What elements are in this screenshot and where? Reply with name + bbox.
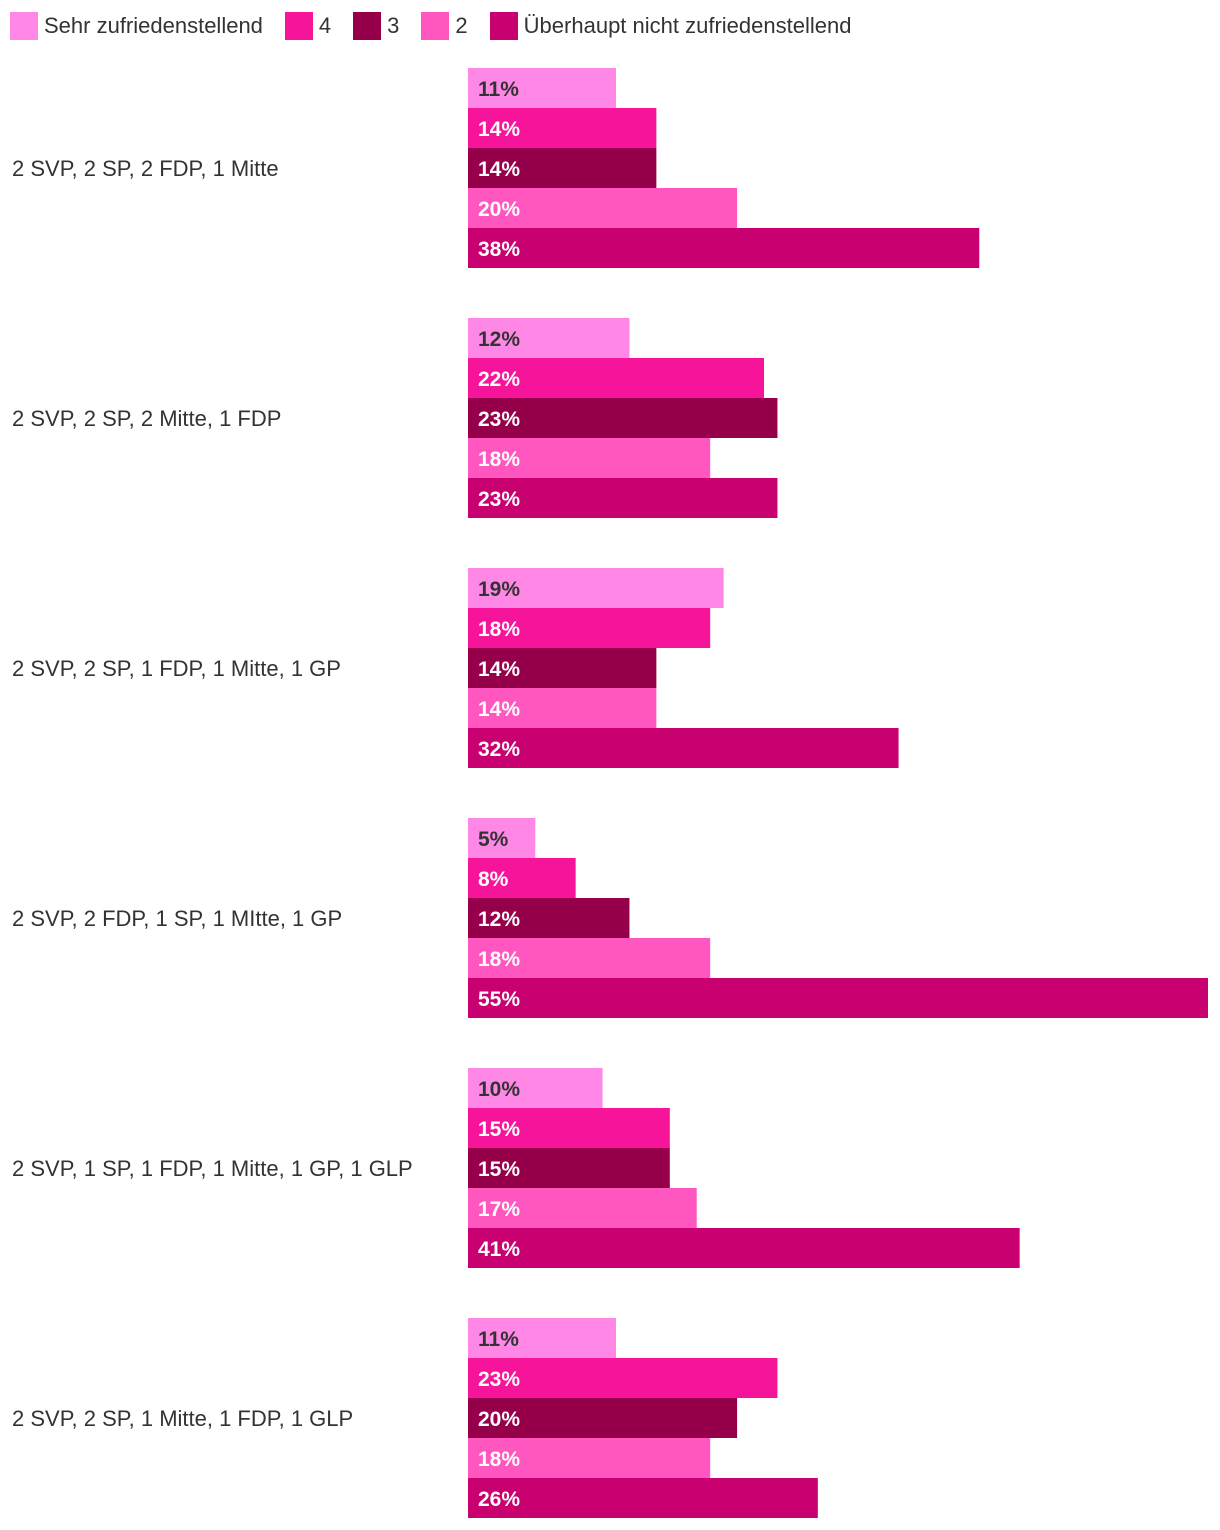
bar — [468, 858, 576, 898]
bar — [468, 398, 778, 438]
bar — [468, 818, 536, 858]
bar — [468, 188, 738, 228]
bar — [468, 688, 657, 728]
legend-swatch — [353, 12, 382, 40]
bar — [468, 438, 711, 478]
bar — [468, 148, 657, 188]
bar — [468, 1358, 778, 1398]
bar-value-label: 5% — [478, 828, 509, 851]
category-label: 2 SVP, 2 FDP, 1 SP, 1 MItte, 1 GP — [12, 906, 342, 931]
bar-value-label: 23% — [478, 1368, 520, 1391]
bar-value-label: 38% — [478, 238, 520, 261]
bar-value-label: 18% — [478, 948, 520, 971]
legend-item: Sehr zufriedenstellend — [10, 12, 263, 40]
bar-value-label: 18% — [478, 1448, 520, 1471]
legend-swatch — [10, 12, 38, 40]
bar-value-label: 55% — [478, 988, 520, 1011]
bar-value-label: 32% — [478, 738, 520, 761]
bar — [468, 1318, 616, 1358]
bar-value-label: 41% — [478, 1238, 520, 1261]
bar — [468, 1228, 1020, 1268]
category-label: 2 SVP, 2 SP, 1 Mitte, 1 FDP, 1 GLP — [12, 1406, 353, 1431]
bar — [468, 568, 724, 608]
legend-item: 3 — [353, 12, 399, 40]
category-label: 2 SVP, 1 SP, 1 FDP, 1 Mitte, 1 GP, 1 GLP — [12, 1156, 413, 1181]
bar — [468, 1148, 670, 1188]
chart-legend: Sehr zufriedenstellend 4 3 2 Überhaupt nicht… — [10, 8, 873, 44]
legend-item: 2 — [421, 12, 468, 40]
bar — [468, 478, 778, 518]
bar-value-label: 22% — [478, 368, 520, 391]
bar — [468, 228, 980, 268]
bar-value-label: 14% — [478, 658, 520, 681]
legend-swatch — [421, 12, 450, 40]
bar — [468, 898, 630, 938]
legend-item: Überhaupt nicht zufriedenstellend — [489, 12, 852, 40]
bar — [468, 1438, 711, 1478]
bar-value-label: 15% — [478, 1118, 520, 1141]
bar — [468, 608, 711, 648]
bar — [468, 318, 630, 358]
bar — [468, 728, 899, 768]
bar — [468, 1188, 697, 1228]
bar-value-label: 12% — [478, 908, 520, 931]
bar — [468, 108, 657, 148]
bar-value-label: 15% — [478, 1158, 520, 1181]
category-label: 2 SVP, 2 SP, 2 Mitte, 1 FDP — [12, 406, 281, 431]
bar-value-label: 12% — [478, 328, 520, 351]
legend-swatch — [284, 12, 313, 40]
legend-swatch — [489, 12, 518, 40]
legend-label: Sehr zufriedenstellend — [44, 13, 263, 38]
bar — [468, 978, 1208, 1018]
bar-value-label: 20% — [478, 1408, 520, 1431]
bar — [468, 938, 711, 978]
category-label: 2 SVP, 2 SP, 2 FDP, 1 Mitte — [12, 156, 279, 181]
bar — [468, 1108, 670, 1148]
bar-value-label: 19% — [478, 578, 520, 601]
bar-value-label: 11% — [478, 1328, 519, 1351]
legend-label: 4 — [318, 13, 332, 38]
bar-value-label: 10% — [478, 1078, 520, 1101]
legend-label: 3 — [387, 13, 400, 38]
bar-value-label: 17% — [478, 1198, 520, 1221]
bar-value-label: 26% — [478, 1488, 520, 1511]
category-label: 2 SVP, 2 SP, 1 FDP, 1 Mitte, 1 GP — [12, 656, 341, 681]
bar-value-label: 14% — [478, 698, 520, 721]
bar-value-label: 14% — [478, 158, 520, 181]
bar — [468, 648, 657, 688]
bar — [468, 68, 616, 108]
bar-value-label: 23% — [478, 488, 520, 511]
bar-value-label: 23% — [478, 408, 520, 431]
legend-label: Überhaupt nicht zufriedenstellend — [523, 13, 852, 38]
bar-value-label: 8% — [478, 868, 509, 891]
bar — [468, 358, 764, 398]
legend-item: 4 — [284, 12, 332, 40]
legend-label: 2 — [455, 13, 468, 38]
bar — [468, 1478, 818, 1518]
bar-value-label: 14% — [478, 118, 520, 141]
bar — [468, 1068, 603, 1108]
bar-value-label: 11% — [478, 78, 519, 101]
bar-value-label: 18% — [478, 448, 520, 471]
bar-value-label: 20% — [478, 198, 520, 221]
bar-value-label: 18% — [478, 618, 520, 641]
bar — [468, 1398, 738, 1438]
